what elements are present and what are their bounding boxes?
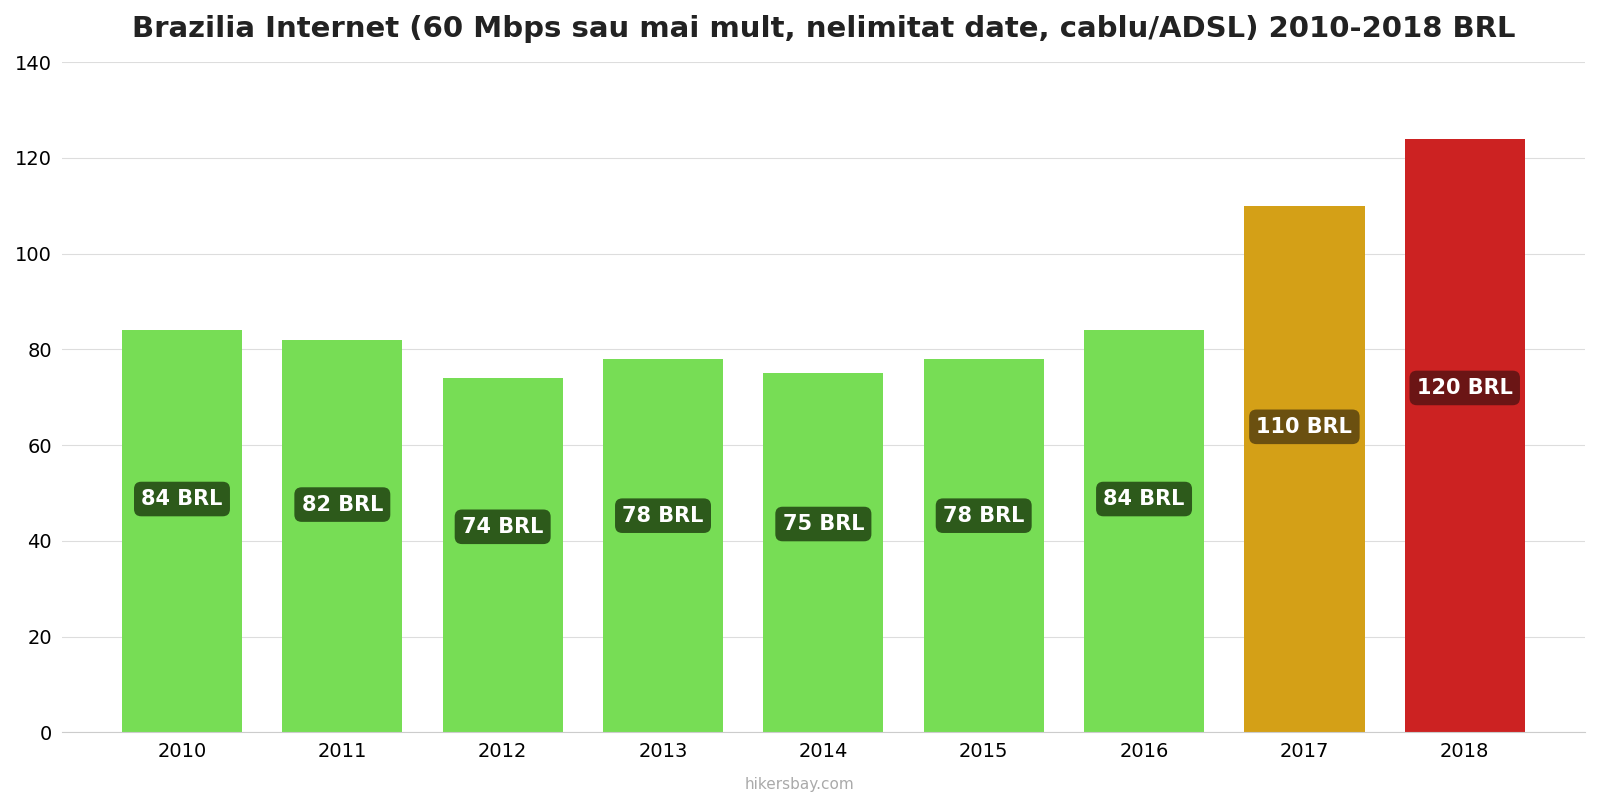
Text: 78 BRL: 78 BRL [942, 506, 1024, 526]
Bar [923, 359, 1043, 732]
Text: 78 BRL: 78 BRL [622, 506, 704, 526]
Bar [443, 378, 563, 732]
Bar [122, 330, 242, 732]
Title: Brazilia Internet (60 Mbps sau mai mult, nelimitat date, cablu/ADSL) 2010-2018 B: Brazilia Internet (60 Mbps sau mai mult,… [131, 15, 1515, 43]
Text: 84 BRL: 84 BRL [141, 489, 222, 509]
Text: 84 BRL: 84 BRL [1104, 489, 1184, 509]
Bar [282, 340, 403, 732]
Bar [1083, 330, 1205, 732]
Text: 74 BRL: 74 BRL [462, 517, 544, 537]
Text: 110 BRL: 110 BRL [1256, 417, 1352, 437]
Text: 120 BRL: 120 BRL [1418, 378, 1512, 398]
Text: 82 BRL: 82 BRL [302, 494, 382, 514]
Bar [1245, 206, 1365, 732]
Text: 75 BRL: 75 BRL [782, 514, 864, 534]
Bar [1405, 138, 1525, 732]
Text: hikersbay.com: hikersbay.com [746, 777, 854, 792]
Bar [603, 359, 723, 732]
Bar [763, 374, 883, 732]
